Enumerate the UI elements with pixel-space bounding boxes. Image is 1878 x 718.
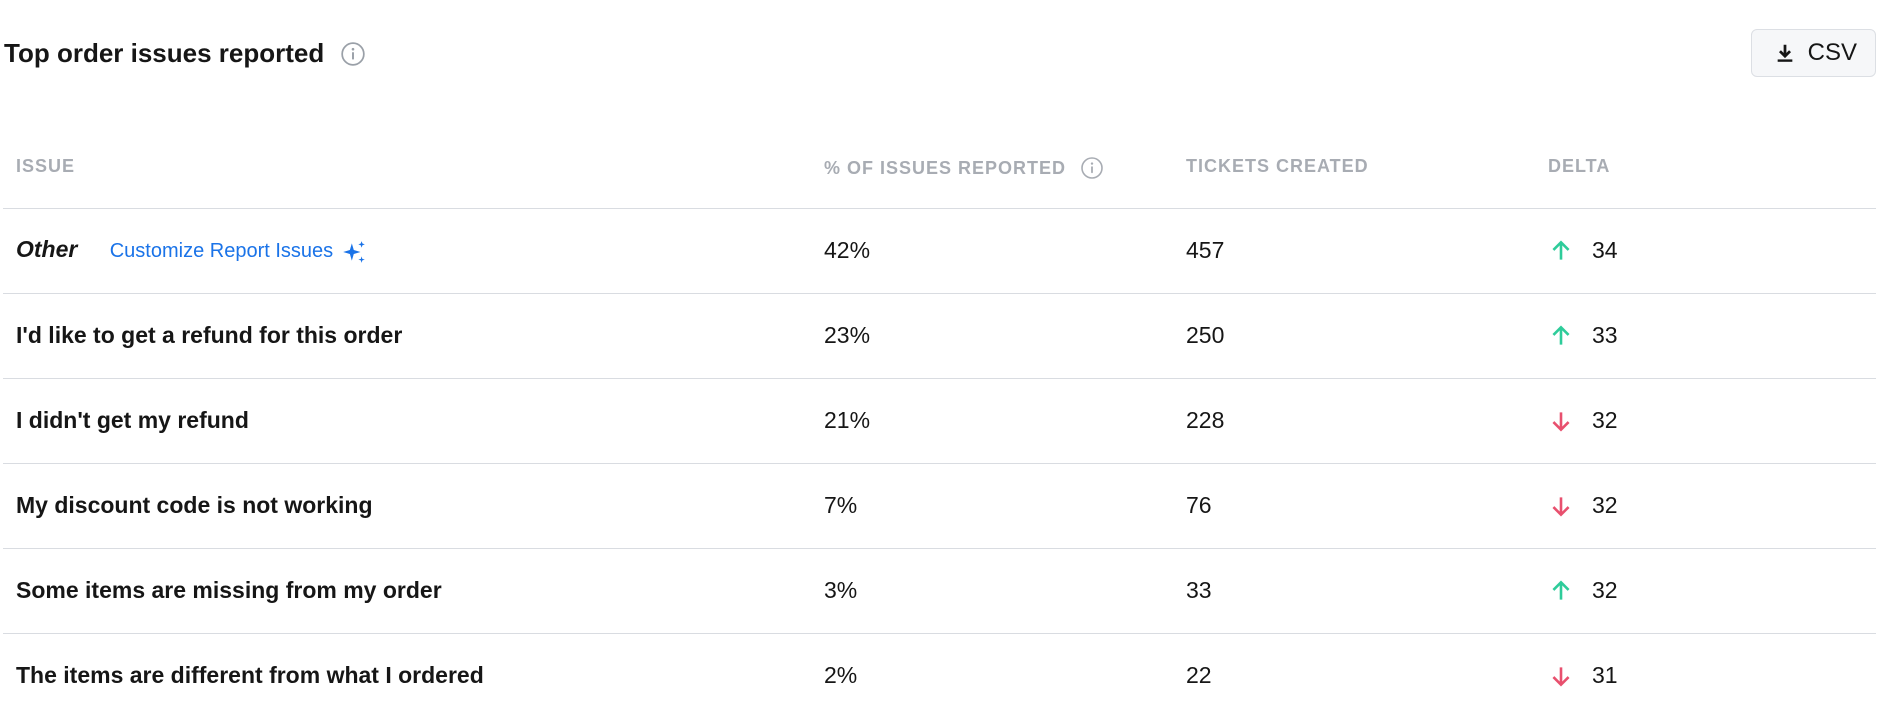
delta-cell: 32 [1535, 463, 1876, 549]
delta-cell: 32 [1535, 548, 1876, 634]
customize-report-issues-link[interactable]: Customize Report Issues [110, 239, 367, 265]
arrow-up-icon [1552, 579, 1570, 600]
download-icon [1777, 44, 1792, 62]
issue-cell: Other Customize Report Issues [3, 208, 811, 294]
tickets-cell: 76 [1173, 463, 1535, 549]
issue-cell: My discount code is not working [3, 463, 811, 549]
delta-value: 32 [1592, 407, 1618, 433]
table-header-row: ISSUE % OF ISSUES REPORTED TICKETS CREAT… [3, 132, 1876, 209]
issue-name: I'd like to get a refund for this order [16, 322, 403, 348]
delta-value: 32 [1592, 577, 1618, 603]
percent-cell: 3% [811, 548, 1173, 634]
arrow-down-icon [1552, 411, 1570, 432]
table-row[interactable]: Some items are missing from my order 3% … [3, 548, 1876, 634]
tickets-cell: 250 [1173, 293, 1535, 379]
column-header-tickets[interactable]: TICKETS CREATED [1173, 132, 1535, 209]
csv-download-button[interactable]: CSV [1750, 29, 1876, 77]
tickets-cell: 33 [1173, 548, 1535, 634]
issues-table: ISSUE % OF ISSUES REPORTED TICKETS CREAT… [3, 132, 1876, 718]
arrow-down-icon [1552, 496, 1570, 517]
report-header: Top order issues reported CSV [0, 0, 1878, 110]
tickets-cell: 228 [1173, 378, 1535, 464]
arrow-up-icon [1552, 324, 1570, 345]
csv-button-label: CSV [1807, 39, 1857, 66]
percent-cell: 42% [811, 208, 1173, 294]
issue-name: Some items are missing from my order [16, 577, 442, 603]
percent-cell: 23% [811, 293, 1173, 379]
percent-cell: 21% [811, 378, 1173, 464]
delta-value: 34 [1592, 237, 1618, 263]
info-icon[interactable] [340, 41, 366, 67]
tickets-cell: 22 [1186, 662, 1212, 688]
delta-cell: 31 [1535, 633, 1876, 718]
delta-cell: 33 [1535, 293, 1876, 379]
delta-cell: 34 [1535, 208, 1876, 294]
table-row[interactable]: I'd like to get a refund for this order … [3, 293, 1876, 379]
issue-name: Other [16, 236, 78, 263]
report-title-group: Top order issues reported [4, 38, 366, 69]
delta-value: 31 [1592, 662, 1618, 688]
delta-cell: 32 [1535, 378, 1876, 464]
tickets-cell: 457 [1173, 208, 1535, 294]
table-row[interactable]: I didn't get my refund 21% 228 32 [3, 378, 1876, 464]
column-header-delta[interactable]: DELTA [1535, 132, 1876, 209]
table-row[interactable]: My discount code is not working 7% 76 32 [3, 463, 1876, 549]
issue-cell: I didn't get my refund [3, 378, 811, 464]
issue-name: The items are different from what I orde… [16, 662, 484, 688]
arrow-down-icon [1552, 666, 1570, 687]
page-title: Top order issues reported [4, 38, 325, 68]
issue-cell: The items are different from what I orde… [3, 633, 811, 718]
delta-value: 33 [1592, 322, 1618, 348]
column-header-percent[interactable]: % OF ISSUES REPORTED [811, 132, 1173, 209]
info-icon[interactable] [1080, 156, 1104, 180]
percent-cell: 7% [811, 463, 1173, 549]
table-row[interactable]: The items are different from what I orde… [3, 633, 1876, 718]
issue-cell: Some items are missing from my order [3, 548, 811, 634]
sparkle-icon [343, 240, 365, 263]
table-row[interactable]: Other Customize Report Issues 42% 457 [3, 208, 1876, 294]
table-body: Other Customize Report Issues 42% 457 [3, 208, 1876, 718]
issue-cell: I'd like to get a refund for this order [3, 293, 811, 379]
issue-name: My discount code is not working [16, 492, 373, 518]
column-header-issue[interactable]: ISSUE [3, 132, 811, 209]
issue-name: I didn't get my refund [16, 407, 249, 433]
delta-value: 32 [1592, 492, 1618, 518]
arrow-up-icon [1552, 239, 1570, 260]
percent-cell: 2% [824, 662, 858, 688]
